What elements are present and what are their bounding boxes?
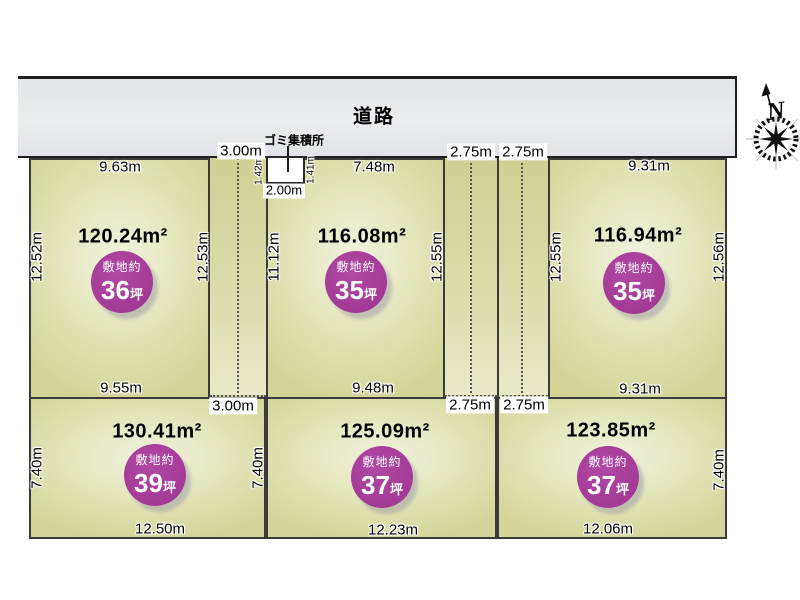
lot-6-bottom-dim: 12.06m (582, 520, 634, 538)
lot-6-tsubo-prefix: 敷地約 (588, 455, 628, 469)
lot-1-tsubo-badge: 敷地約 36坪 (91, 251, 153, 313)
lot-3-bottom-dim: 9.31m (619, 380, 661, 398)
lot-4-tsubo-badge: 敷地約 39坪 (124, 444, 186, 506)
garbage-station-label: ゴミ集積所 (263, 133, 325, 148)
lot-3-area: 116.94m² (593, 224, 683, 247)
lot-3-tsubo-unit: 坪 (641, 288, 655, 303)
passage-east-1-top-dim: 2.75m (447, 143, 495, 161)
garbage-left-dim: 1.42m (253, 157, 265, 185)
lot-4-tsubo-unit: 坪 (162, 480, 176, 495)
lot-4-bottom-dim: 12.50m (134, 520, 186, 538)
passage-east-2-top-dim: 2.75m (499, 143, 547, 161)
lot-3-top-dim: 9.31m (628, 157, 670, 175)
road-label: 道路 (352, 106, 396, 128)
lot-5-tsubo-badge: 敷地約 37坪 (351, 446, 413, 508)
lot-6-tsubo-badge: 敷地約 37坪 (577, 446, 639, 508)
lot-2-top-dim: 7.48m (353, 158, 395, 176)
lot-1-bottom-dim: 9.55m (100, 379, 142, 397)
lot-6-tsubo-unit: 坪 (615, 482, 629, 497)
lot-2-area: 116.08m² (317, 225, 407, 248)
garbage-station-box (266, 156, 305, 184)
lot-6-tsubo-value: 37 (587, 470, 616, 500)
lot-5-tsubo-unit: 坪 (389, 482, 403, 497)
lot-2-tsubo-prefix: 敷地約 (336, 260, 376, 274)
lot-3-right-dim: 12.56m (710, 231, 728, 283)
lot-2-tsubo-unit: 坪 (363, 287, 377, 302)
lot-1-top-dim: 9.63m (99, 158, 141, 176)
compass-rose-icon (746, 83, 800, 169)
lot-5-area: 125.09m² (340, 420, 430, 443)
lot-4-area: 130.41m² (112, 420, 202, 443)
lot-4-left-dim: 7.40m (28, 447, 46, 489)
lot-2-tsubo-badge: 敷地約 35坪 (325, 251, 387, 313)
passage-east-2-bottom-dim: 2.75m (500, 396, 548, 414)
passage-east-1-centerline (470, 158, 472, 393)
garbage-bottom-dim: 2.00m (262, 183, 306, 199)
lot-4-right-dim: 7.40m (249, 447, 267, 489)
garbage-right-dim: 1.41m (305, 156, 317, 184)
lot-3-tsubo-badge: 敷地約 35坪 (603, 252, 665, 314)
road-band (18, 76, 737, 158)
lot-3-left-dim: 12.55m (547, 231, 565, 283)
passage-east-1-bottom-dim: 2.75m (446, 396, 494, 414)
lot-5-tsubo-prefix: 敷地約 (362, 455, 402, 469)
lot-5-tsubo-value: 37 (361, 470, 390, 500)
lot-2-right-dim: 12.55m (428, 231, 446, 283)
garbage-station-pointer-line (287, 146, 289, 172)
lot-1-tsubo-unit: 坪 (129, 287, 143, 302)
compass-north-label: N (765, 96, 787, 127)
lot-1-area: 120.24m² (78, 225, 168, 248)
lot-1-tsubo-value: 36 (101, 275, 130, 305)
lot-6-right-dim: 7.40m (710, 449, 728, 491)
lot-1-tsubo-prefix: 敷地約 (102, 260, 142, 274)
lot-2-bottom-dim: 9.48m (352, 379, 394, 397)
passage-west-top-dim: 3.00m (217, 142, 265, 160)
passage-west-bottom-dim: 3.00m (209, 397, 257, 415)
compass: N (744, 82, 800, 174)
lot-4-tsubo-value: 39 (134, 468, 163, 498)
lot-5-bottom-dim: 12.23m (367, 521, 419, 539)
lot-3-tsubo-prefix: 敷地約 (614, 261, 654, 275)
lot-1-right-dim: 12.53m (194, 231, 212, 283)
lot-4-tsubo-prefix: 敷地約 (135, 453, 175, 467)
lot-2-left-dim: 11.12m (265, 232, 283, 282)
lot-2-tsubo-value: 35 (335, 275, 364, 305)
passage-west-centerline (237, 158, 239, 393)
lot-3-tsubo-value: 35 (613, 276, 642, 306)
passage-east-2-centerline (521, 158, 523, 393)
lot-1-left-dim: 12.52m (28, 231, 46, 283)
lot-6-area: 123.85m² (566, 419, 656, 442)
